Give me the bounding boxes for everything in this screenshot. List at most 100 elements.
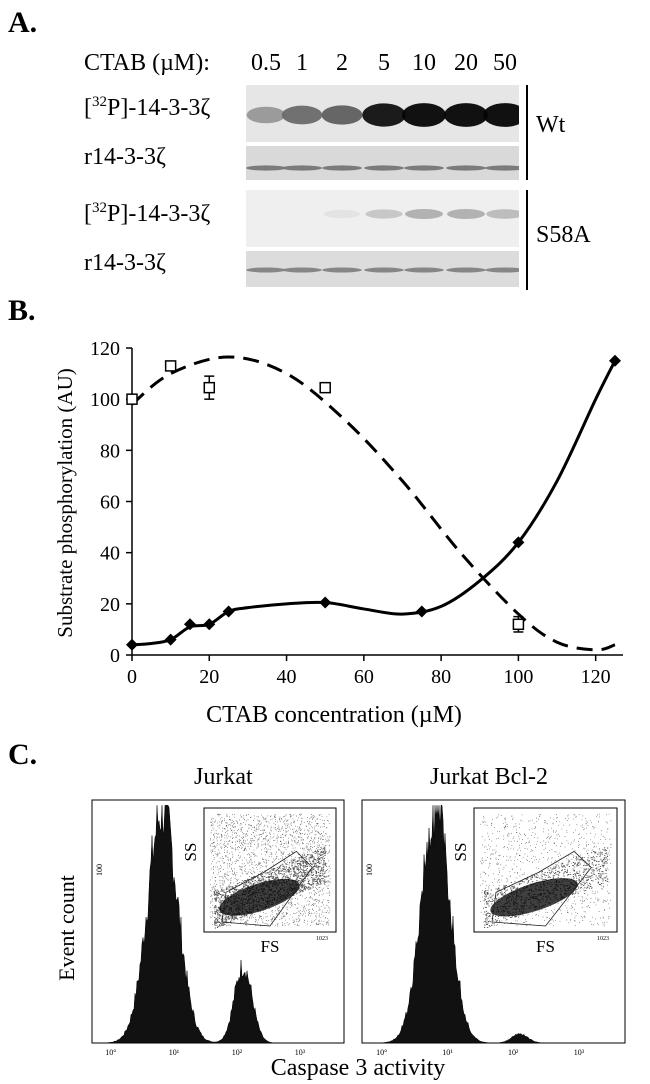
histogram-x-tick-3: 10³ (574, 1048, 585, 1057)
y-tick-label-20: 20 (100, 594, 120, 616)
caspase-label: Caspase 3 activity (271, 1055, 446, 1081)
row-label-1: r14-3-3ζ (84, 144, 166, 170)
row-label-2: [32P]-14-3-3ζ (84, 200, 211, 227)
x-tick-label-60: 60 (354, 666, 374, 688)
y-tick-label-80: 80 (100, 440, 120, 462)
band-blot-wt-phospho-6 (483, 103, 519, 127)
band-blot-wt-phospho-5 (444, 103, 488, 127)
concentration-1: 1 (296, 50, 308, 76)
histogram-x-tick-2: 10² (508, 1048, 519, 1057)
y-tick-label-40: 40 (100, 543, 120, 565)
inset-fs-label-1: FS (536, 937, 555, 956)
y-tick-label-100: 100 (90, 389, 120, 411)
chart-curves (131, 355, 617, 652)
histogram-x-tick-1: 10¹ (442, 1048, 453, 1057)
y-axis-label: Substrate phosphorylation (AU) (53, 368, 77, 637)
x-tick-label-120: 120 (581, 666, 611, 688)
histogram-1: 10° 10¹ 10² 10³ 100 G SS FS 1023 (361, 799, 626, 1057)
band-blot-wt-phospho-1 (281, 105, 323, 125)
panel-c-letter: C. (8, 738, 38, 771)
histogram-plots: 10° 10¹ 10² 10³ 100 G SS FS 1023 10° 10¹ 10² 10³ 100 G… (91, 799, 626, 1057)
dashed-series-line (131, 355, 616, 652)
blot-s58a-total-bands (246, 267, 519, 273)
band-blot-wt-total-5 (446, 165, 486, 171)
gate-label-1: G (484, 889, 489, 897)
diamond-point-8 (609, 354, 621, 367)
inset-fs-label-0: FS (261, 937, 280, 956)
band-blot-wt-phospho-4 (402, 103, 446, 127)
band-blot-s58a-total-4 (404, 267, 444, 273)
square-point-4 (512, 618, 525, 631)
blot-s58a-total (246, 251, 519, 287)
x-tick-label-0: 0 (127, 666, 137, 688)
histogram-0: 10° 10¹ 10² 10³ 100 G SS FS 1023 (91, 799, 345, 1057)
group-bar-wt (526, 85, 528, 180)
plot-title-jurkat-bcl2: Jurkat Bcl-2 (430, 764, 548, 790)
concentration-3: 5 (378, 50, 390, 76)
histogram-x-tick-0: 10° (376, 1048, 387, 1057)
y-tick-label-60: 60 (100, 492, 120, 514)
concentration-0: 0.5 (251, 50, 281, 76)
concentration-6: 50 (493, 50, 517, 76)
concentration-4: 10 (412, 50, 436, 76)
histogram-x-tick-3: 10³ (295, 1048, 306, 1057)
inset-tick-0: 1023 (316, 936, 328, 942)
plot-title-jurkat: Jurkat (194, 764, 253, 790)
group-bar-s58a (526, 190, 528, 290)
square-point-3 (319, 381, 331, 394)
phosphorylation-chart: 0 20 40 60 80 100 120 0 20 40 60 80 100 120 CTAB conc… (53, 338, 623, 728)
concentration-2: 2 (336, 50, 348, 76)
square-point-1 (164, 360, 177, 372)
y-tick-label-0: 0 (110, 645, 120, 667)
diamond-point-4 (222, 605, 235, 618)
gate-label-0: G (214, 889, 219, 897)
band-blot-wt-total-1 (282, 165, 322, 171)
event-count-label: Event count (54, 875, 79, 981)
ctab-label: CTAB (µM): (84, 50, 210, 76)
band-blot-s58a-phospho-3 (365, 209, 403, 219)
square-point-2 (203, 381, 216, 394)
panel-a-letter: A. (8, 6, 38, 39)
blot-s58a-phospho (246, 190, 519, 247)
x-tick-label-20: 20 (199, 666, 219, 688)
diamond-point-5 (319, 596, 332, 609)
x-tick-label-80: 80 (431, 666, 451, 688)
square-point-0 (126, 393, 138, 405)
solid-series-line (131, 360, 617, 647)
scatter-core-1 (490, 878, 578, 917)
gate-polygon-0 (221, 850, 313, 927)
chart-axes: 0 20 40 60 80 100 120 0 20 40 60 80 100 120 (90, 338, 623, 688)
histogram-x-tick-0: 10° (105, 1048, 116, 1057)
diamond-point-7 (512, 536, 525, 549)
panel-b-letter: B. (8, 294, 36, 327)
diamond-point-6 (415, 605, 428, 618)
inset-ss-label-0: SS (181, 843, 200, 862)
band-blot-wt-total-6 (485, 165, 519, 171)
band-blot-s58a-total-3 (364, 267, 404, 273)
band-blot-s58a-phospho-6 (486, 209, 519, 219)
chart-markers (126, 354, 621, 651)
histogram-y-tick: 100 (365, 864, 374, 876)
band-blot-s58a-total-2 (322, 267, 362, 273)
scatter-core-0 (219, 878, 300, 916)
inset-ss-label-1: SS (451, 843, 470, 862)
band-blot-wt-phospho-2 (321, 105, 363, 125)
row-label-0: [32P]-14-3-3ζ (84, 94, 211, 121)
y-tick-label-120: 120 (90, 338, 120, 360)
inset-tick-1: 1023 (597, 936, 609, 942)
band-blot-wt-total-2 (322, 165, 362, 171)
band-blot-s58a-total-1 (282, 267, 322, 273)
x-axis-label: CTAB concentration (µM) (206, 702, 462, 728)
band-blot-wt-total-4 (404, 165, 444, 171)
row-label-3: r14-3-3ζ (84, 250, 166, 276)
concentration-5: 20 (454, 50, 478, 76)
x-tick-label-100: 100 (503, 666, 533, 688)
diamond-point-2 (183, 618, 196, 631)
histogram-fill-1 (361, 805, 625, 1044)
band-blot-wt-phospho-3 (362, 103, 406, 127)
band-blot-s58a-phospho-4 (405, 209, 443, 219)
band-blot-wt-phospho-0 (246, 106, 286, 124)
diamond-point-1 (164, 633, 177, 646)
band-blot-wt-total-3 (364, 165, 404, 171)
